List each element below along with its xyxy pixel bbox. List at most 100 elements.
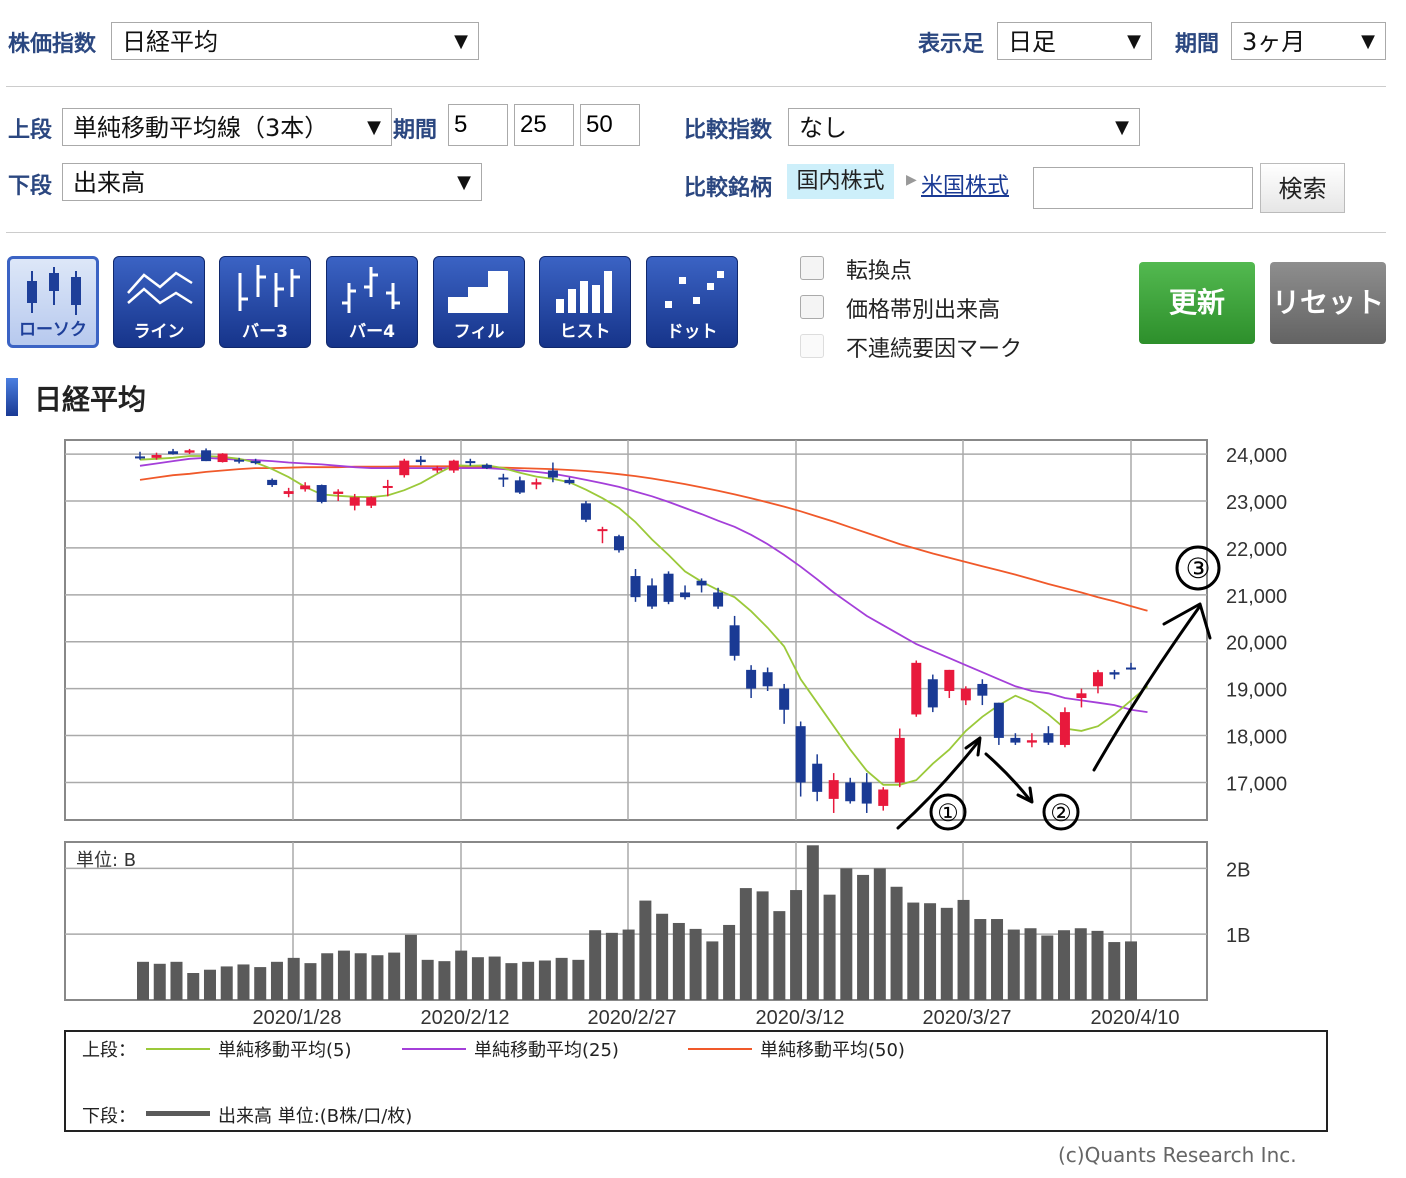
option-turning-point-checkbox[interactable] [800, 256, 824, 280]
candle-body [415, 459, 426, 463]
foot-label: 表示足 [918, 32, 985, 57]
volume-bar [739, 888, 752, 1000]
candle-body [927, 679, 938, 708]
volume-bar [455, 950, 468, 1000]
volume-bar [723, 924, 736, 1000]
reset-button[interactable]: リセット [1270, 262, 1386, 344]
volume-bar [622, 929, 635, 1000]
chart-type-bar4[interactable]: バー4 [326, 256, 418, 348]
annotation-circle-1 [929, 793, 967, 831]
x-tick-label: 2020/3/12 [756, 1007, 845, 1029]
foot-select-value: 日足 [1008, 28, 1056, 56]
ma-period-2-input[interactable] [514, 104, 574, 146]
volume-bar [505, 963, 518, 1000]
volume-bar [907, 902, 920, 1000]
index-select[interactable]: 日経平均 ▼ [111, 22, 479, 60]
annotation-3: ③ [1185, 552, 1210, 585]
chart-type-label: バー3 [242, 322, 288, 342]
lower-select[interactable]: 出来高 ▼ [62, 163, 482, 201]
index-label: 株価指数 [8, 32, 97, 57]
candle-body [283, 491, 294, 494]
title-marker [6, 378, 18, 416]
chart-title: 日経平均 [34, 383, 147, 416]
chart-type-bar3[interactable]: バー3 [219, 256, 311, 348]
chart-type-label: ドット [666, 322, 718, 342]
volume-bar [857, 874, 870, 1000]
legend-ma50-swatch [688, 1048, 752, 1050]
period-label: 期間 [1175, 32, 1220, 57]
x-tick-label: 2020/1/28 [253, 1007, 342, 1029]
tab-us[interactable]: 米国株式 [921, 174, 1010, 199]
annotation-2: ② [1050, 799, 1072, 827]
legend-volume-swatch [146, 1111, 210, 1116]
volume-bar [153, 963, 166, 1000]
volume-tick-label: 1B [1226, 925, 1250, 947]
candle-body [696, 580, 707, 586]
candle-body [201, 450, 212, 462]
option-label: 転換点 [846, 259, 913, 284]
volume-bar [438, 961, 451, 1000]
tab-domestic[interactable]: 国内株式 [787, 164, 894, 199]
volume-bar [421, 959, 434, 1000]
ma-period-3-input[interactable] [580, 104, 640, 146]
chevron-down-icon: ▼ [367, 117, 381, 138]
period-select[interactable]: 3ヶ月 ▼ [1231, 22, 1386, 60]
candle-body [944, 669, 955, 691]
divider [6, 86, 1386, 87]
candle-body [184, 450, 195, 453]
chart-type-histogram[interactable]: ヒスト [539, 256, 631, 348]
candle-body [547, 470, 558, 478]
chart-type-fill[interactable]: フィル [433, 256, 525, 348]
volume-bar [220, 966, 233, 1000]
chevron-down-icon: ▼ [1115, 117, 1129, 138]
compare-index-select[interactable]: なし ▼ [788, 108, 1140, 146]
candle-body [300, 485, 311, 490]
candle-body [828, 780, 839, 799]
search-button[interactable]: 検索 [1260, 163, 1345, 213]
chart-type-line[interactable]: ライン [113, 256, 205, 348]
candle-body [135, 456, 145, 459]
search-input[interactable] [1033, 167, 1253, 209]
chart-type-dot[interactable]: ドット [646, 256, 738, 348]
compare-index-label: 比較指数 [684, 118, 773, 143]
update-button[interactable]: 更新 [1139, 262, 1255, 344]
volume-bar [187, 973, 200, 1000]
volume-bar [605, 932, 618, 1000]
volume-bar [991, 919, 1004, 1000]
x-tick-label: 2020/2/12 [421, 1007, 510, 1029]
volume-bar [672, 922, 685, 1000]
candle-body [894, 737, 905, 783]
option-price-volume-checkbox[interactable] [800, 295, 824, 319]
volume-bar [840, 868, 853, 1000]
chart-type-label: フィル [453, 322, 505, 342]
candle-body [812, 763, 823, 792]
candle-body [1059, 712, 1070, 745]
candle-body [647, 585, 658, 607]
annotation-circle-2 [1042, 793, 1080, 831]
fill-chart-icon [448, 271, 508, 313]
legend-ma50: 単純移動平均(50) [760, 1040, 905, 1061]
volume-bar [1007, 929, 1020, 1000]
volume-bar [756, 891, 769, 1000]
volume-bar [404, 934, 417, 1000]
ma-period-1-input[interactable] [448, 104, 508, 146]
legend-lower-prefix: 下段： [82, 1106, 136, 1127]
candle-body [514, 480, 525, 493]
chart-type-candlestick[interactable]: ローソク [7, 256, 99, 348]
legend-volume: 出来高 単位:(B株/口/枚) [218, 1106, 413, 1127]
volume-unit-label: 単位: B [76, 850, 137, 871]
candle-body [1076, 693, 1087, 699]
candle-body [168, 451, 179, 455]
candle-body [613, 536, 624, 551]
y-tick-label: 21,000 [1226, 586, 1287, 608]
volume-bar [924, 903, 937, 1000]
line-chart-icon [127, 271, 193, 305]
candle-body [779, 688, 790, 710]
volume-bar [873, 868, 886, 1000]
foot-select[interactable]: 日足 ▼ [997, 22, 1152, 60]
dot-chart-icon [665, 271, 724, 308]
arrow-2-head [1016, 786, 1034, 804]
candle-body [1043, 733, 1054, 743]
upper-select[interactable]: 単純移動平均線（3本） ▼ [62, 108, 392, 146]
